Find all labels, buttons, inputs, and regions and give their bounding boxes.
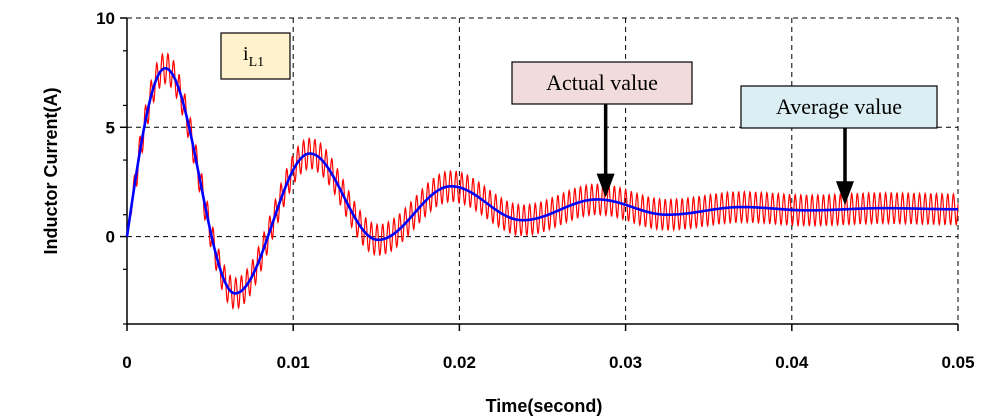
actual-value-arrowhead [596,173,615,198]
average-value-arrowhead [835,181,854,206]
axis-ticks: 0 0.01 0.02 0.03 0.04 0.05 0 5 10 [96,9,974,372]
y-axis-title: Inductor Current(A) [41,88,61,255]
average-value-box [740,85,938,129]
current-label-sub: L1 [249,55,265,70]
current-label-box-bg [220,32,291,80]
average-value-callout: Average value [740,85,938,206]
x-tick-label: 0.05 [941,353,974,372]
x-tick-label: 0.03 [609,353,642,372]
svg-text:iL1: iL1 [243,43,264,70]
x-tick-label: 0.02 [443,353,476,372]
x-tick-label: 0.01 [277,353,310,372]
y-tick-label: 0 [106,228,115,247]
series-layer [125,52,959,311]
series-average-line [125,66,958,295]
actual-value-label: Actual value [546,70,658,95]
average-value-label: Average value [776,94,902,119]
actual-value-callout: Actual value [511,61,693,198]
current-label-box: iL1 [220,32,291,80]
x-tick-label: 0.04 [775,353,809,372]
actual-value-box [511,61,693,105]
x-axis-title: Time(second) [486,396,603,416]
y-tick-label: 5 [106,118,115,137]
plot-area [126,18,958,325]
y-tick-label: 10 [96,9,115,28]
current-label-main: i [243,43,249,65]
x-tick-label: 0 [122,353,131,372]
